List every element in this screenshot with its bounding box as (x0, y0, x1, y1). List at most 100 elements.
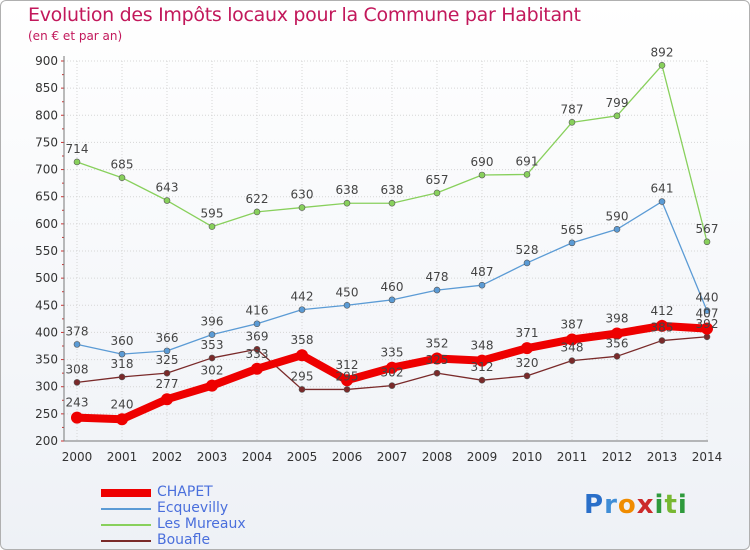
data-label: 371 (516, 326, 539, 340)
data-point (343, 301, 351, 309)
y-tick-label: 200 (35, 434, 58, 448)
data-point (703, 238, 711, 246)
data-label: 440 (696, 291, 719, 305)
data-point (521, 342, 533, 355)
data-label: 478 (426, 270, 449, 284)
data-point (253, 345, 261, 353)
y-tick-label: 650 (35, 190, 58, 204)
x-tick-label: 2009 (467, 450, 498, 464)
data-label: 398 (606, 312, 629, 326)
data-point (658, 337, 666, 344)
data-point (568, 357, 576, 364)
x-tick-label: 2004 (242, 450, 273, 464)
data-label: 638 (336, 183, 359, 197)
data-label: 348 (471, 339, 494, 353)
y-tick-label: 450 (35, 298, 58, 312)
data-point (523, 259, 531, 267)
x-tick-label: 2002 (152, 450, 183, 464)
data-point (568, 239, 576, 247)
logo-letter: i (654, 490, 665, 520)
data-label: 318 (111, 357, 134, 371)
data-point (658, 62, 666, 69)
data-label: 450 (336, 285, 359, 299)
data-label: 387 (561, 317, 584, 331)
data-point (703, 333, 711, 341)
y-tick-label: 700 (35, 163, 58, 177)
y-tick-label: 350 (35, 353, 58, 367)
data-point (206, 379, 218, 392)
data-point (298, 306, 306, 313)
data-label: 643 (156, 181, 179, 195)
data-label: 641 (651, 182, 674, 196)
y-tick-label: 250 (35, 407, 58, 421)
data-label: 295 (291, 369, 314, 383)
data-label: 714 (66, 142, 89, 156)
data-point (386, 361, 398, 374)
legend-label: Les Mureaux (157, 516, 246, 532)
data-label: 325 (426, 353, 449, 367)
data-label: 392 (696, 317, 719, 331)
data-label: 360 (111, 334, 134, 348)
data-point (613, 112, 621, 120)
data-label: 378 (66, 324, 89, 338)
x-tick-label: 2006 (332, 450, 363, 464)
series-bouafle (73, 333, 711, 393)
data-labels: 714 685 643 595 622 630 638 638 657 690 691 787 799 8… (66, 45, 719, 411)
data-point (566, 333, 578, 346)
data-label: 295 (336, 369, 359, 383)
data-label: 358 (291, 333, 314, 347)
data-point (476, 354, 488, 367)
data-point (118, 174, 126, 182)
data-label: 412 (651, 304, 674, 318)
series-ecquevilly (73, 198, 711, 358)
data-point (163, 347, 171, 355)
data-point (208, 354, 216, 362)
data-label: 787 (561, 102, 584, 116)
chart-subtitle: (en € et par an) (28, 29, 123, 43)
y-tick-label: 900 (35, 54, 58, 68)
data-point (298, 386, 306, 393)
data-label: 333 (246, 347, 269, 361)
data-label: 356 (606, 336, 629, 350)
x-tick-label: 2014 (692, 450, 723, 464)
legend-swatch (101, 540, 151, 542)
series-lines (71, 62, 713, 426)
data-label: 567 (696, 222, 719, 236)
axes: 200 250 300 350 400 450 500 550 600 650 700 750 800 8… (35, 54, 722, 464)
logo-letter: i (677, 490, 688, 520)
data-label: 353 (201, 338, 224, 352)
data-label: 565 (561, 223, 584, 237)
data-label: 442 (291, 290, 314, 304)
data-label: 348 (561, 341, 584, 355)
data-point (613, 225, 621, 233)
data-point (478, 376, 486, 384)
data-point (296, 349, 308, 362)
data-point (433, 286, 441, 294)
data-point (431, 352, 443, 365)
data-point (613, 353, 621, 360)
y-tick-label: 850 (35, 81, 58, 95)
data-point (656, 319, 668, 332)
x-tick-label: 2010 (512, 450, 543, 464)
data-label: 487 (471, 265, 494, 279)
x-tick-label: 2003 (197, 450, 228, 464)
data-point (73, 158, 81, 166)
data-label: 657 (426, 173, 449, 187)
data-point (118, 373, 126, 381)
data-label: 630 (291, 188, 314, 202)
data-label: 302 (201, 364, 224, 378)
legend-label: CHAPET (157, 484, 213, 500)
series-les-mureaux (73, 62, 711, 246)
data-label: 460 (381, 280, 404, 294)
data-label: 690 (471, 155, 494, 169)
data-label: 325 (156, 353, 179, 367)
logo-letter: P (584, 490, 605, 520)
x-tick-label: 2013 (647, 450, 678, 464)
y-tick-label: 500 (35, 271, 58, 285)
y-tick-label: 600 (35, 217, 58, 231)
x-tick-label: 2005 (287, 450, 318, 464)
data-label: 799 (606, 96, 629, 110)
data-label: 416 (246, 304, 269, 318)
legend-swatch (101, 489, 151, 497)
